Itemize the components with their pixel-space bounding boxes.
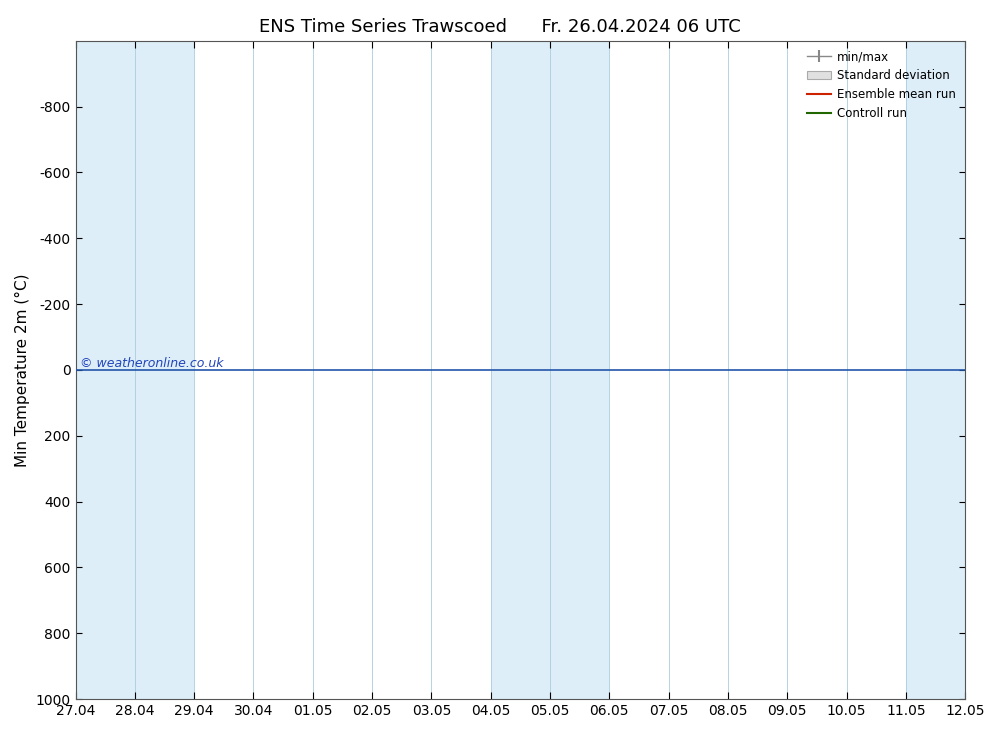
- Bar: [906, 40, 965, 699]
- Bar: [135, 40, 194, 699]
- Text: ENS Time Series Trawscoed      Fr. 26.04.2024 06 UTC: ENS Time Series Trawscoed Fr. 26.04.2024…: [259, 18, 741, 37]
- Bar: [491, 40, 550, 699]
- Y-axis label: Min Temperature 2m (°C): Min Temperature 2m (°C): [15, 273, 30, 467]
- Bar: [76, 40, 135, 699]
- Legend: min/max, Standard deviation, Ensemble mean run, Controll run: min/max, Standard deviation, Ensemble me…: [804, 47, 959, 123]
- Text: © weatheronline.co.uk: © weatheronline.co.uk: [80, 357, 224, 370]
- Bar: [550, 40, 609, 699]
